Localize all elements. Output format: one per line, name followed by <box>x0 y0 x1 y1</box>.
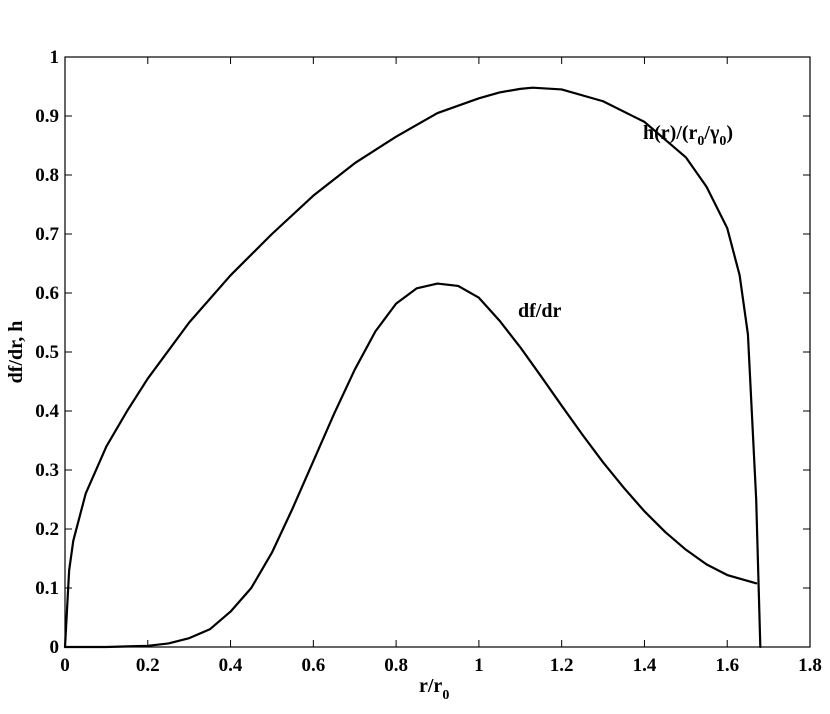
y-tick-label: 0 <box>50 637 60 658</box>
x-tick-label: 0.6 <box>301 655 325 676</box>
y-tick-label: 1 <box>50 47 60 68</box>
x-tick-label: 1.2 <box>550 655 574 676</box>
y-tick-label: 0.4 <box>35 401 59 422</box>
x-tick-label: 0.8 <box>384 655 408 676</box>
series-line-dfdr <box>63 282 758 649</box>
x-tick-label: 1.8 <box>798 655 822 676</box>
x-tick-label: 1.6 <box>715 655 739 676</box>
y-tick-label: 0.2 <box>35 519 59 540</box>
y-tick-label: 0.7 <box>35 224 59 245</box>
x-tick-label: 1.4 <box>633 655 657 676</box>
y-tick-label: 0.1 <box>35 578 59 599</box>
x-tick-label: 0.2 <box>136 655 160 676</box>
y-tick-label: 0.6 <box>35 283 59 304</box>
x-tick-label: 0.4 <box>219 655 243 676</box>
x-tick-label: 1 <box>474 655 484 676</box>
y-tick-label: 0.5 <box>35 342 59 363</box>
y-tick-label: 0.9 <box>35 106 59 127</box>
series-line-h <box>63 86 762 649</box>
y-tick-label: 0.8 <box>35 165 59 186</box>
annotation-dfdr-series: df/dr <box>518 300 561 322</box>
series-group <box>63 86 762 649</box>
annotation-h-series: h(r)/(r0/γ0) <box>643 122 733 149</box>
x-axis-title: r/r0 <box>419 675 449 703</box>
ticks <box>64 56 811 648</box>
x-tick-label: 0 <box>60 655 70 676</box>
tick-labels: 0 0.2 0.4 0.6 0.8 1 1.2 1.4 1.6 1.8 0 0.1 0.2 0.3 0.4 0… <box>35 47 822 676</box>
y-axis-title: df/dr, h <box>5 321 27 384</box>
y-tick-label: 0.3 <box>35 460 59 481</box>
